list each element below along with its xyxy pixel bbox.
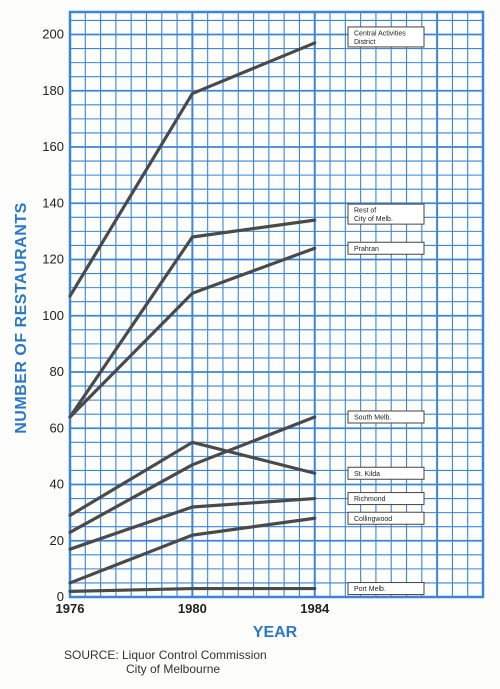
y-tick-label: 200 [42,27,64,42]
y-tick-label: 40 [50,477,64,492]
source-line-2: City of Melbourne [126,662,221,676]
series-callout: Collingwood [347,511,425,525]
callout-box [347,410,425,424]
x-tick-labels: 1976 1980 1984 [56,601,330,616]
series-callout: Central Activities District [347,26,425,48]
series-line [68,41,317,298]
callout-box [347,511,425,525]
y-tick-label: 120 [42,252,64,267]
series-label: Rest of [354,208,376,215]
source-line-1: SOURCE: Liquor Control Commission [64,648,267,662]
series-line [68,440,317,518]
series-callout: Richmond [347,492,425,506]
y-axis-label: NUMBER OF RESTAURANTS [13,202,30,434]
series-lines [68,41,317,593]
series-callout: Port Melb. [347,582,425,596]
series-line [68,516,317,585]
callout-box [347,582,425,596]
callout-box [347,241,425,255]
y-tick-label: 100 [42,308,64,323]
callout-box [347,26,425,48]
grid [68,10,485,599]
source-note: SOURCE: Liquor Control Commission City o… [64,648,267,676]
callout-box [347,492,425,506]
series-label: South Melb. [354,415,391,422]
series-line [68,415,317,534]
series-label: Port Melb. [354,586,386,593]
x-tick-label: 1984 [300,601,330,616]
series-line [68,586,317,593]
series-callout: Prahran [347,241,425,255]
series-label: Prahran [354,246,379,253]
series-callout: South Melb. [347,410,425,424]
y-tick-label: 160 [42,139,64,154]
plot-frame [68,10,485,599]
series-label: Central Activities [354,30,406,37]
series-label: City of Melb. [354,216,393,223]
callout-box [347,203,425,225]
y-tick-label: 0 [57,589,64,604]
callout-box [347,466,425,480]
x-axis-label: YEAR [253,624,298,641]
y-tick-label: 60 [50,420,64,435]
series-callout: St. Kilda [347,466,425,480]
series-label: St. Kilda [354,471,380,478]
y-tick-label: 140 [42,195,64,210]
series-label: Collingwood [354,516,392,523]
series-line [68,496,317,551]
series-line [68,218,317,419]
y-tick-label: 20 [50,533,64,548]
x-tick-label: 1976 [56,601,85,616]
y-tick-label: 80 [50,364,64,379]
y-tick-labels: 0 20 40 60 80 100 120 140 160 180 200 [42,27,64,605]
series-line [68,246,317,419]
x-tick-label: 1980 [178,601,207,616]
series-label: District [354,39,375,46]
y-tick-label: 180 [42,83,64,98]
series-label: Richmond [354,496,386,503]
